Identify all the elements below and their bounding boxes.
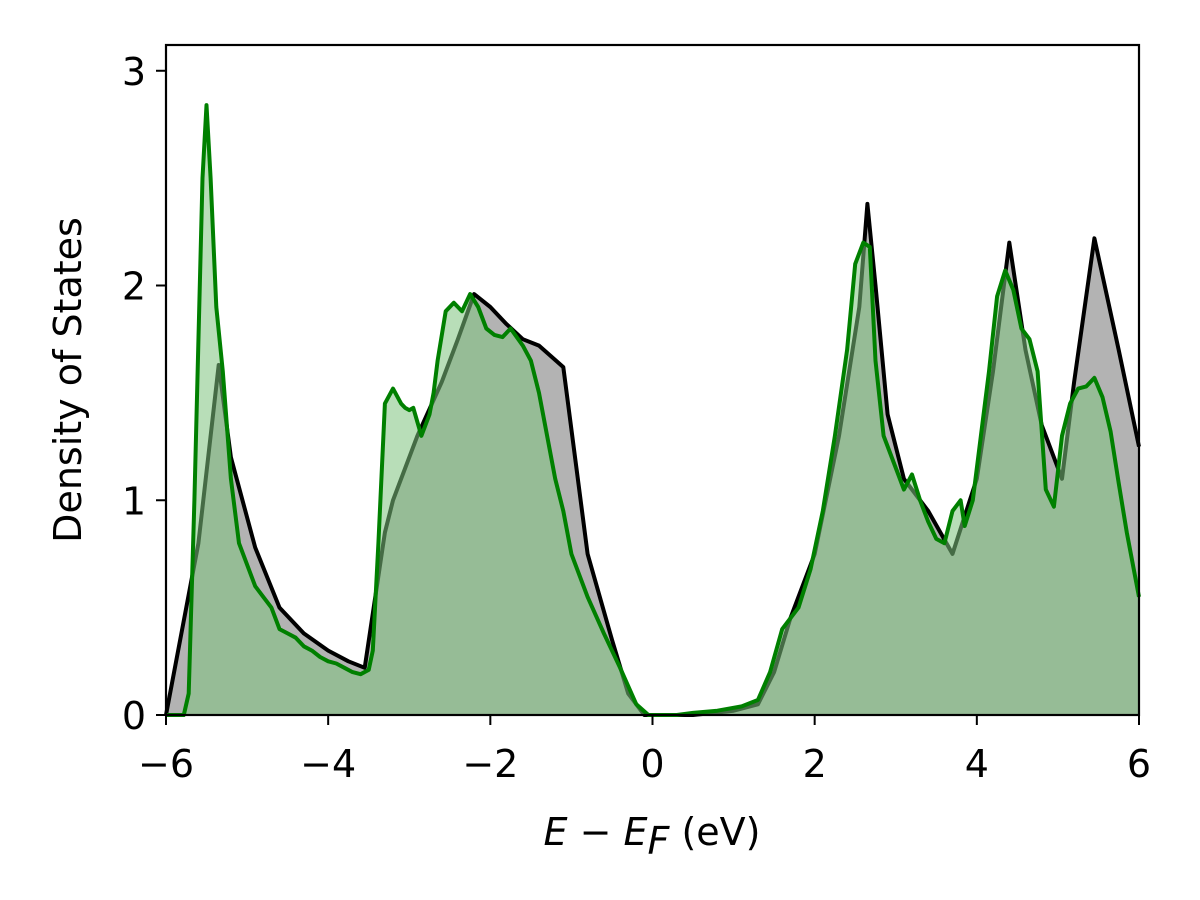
series-2-line — [166, 103, 1141, 717]
series-layer — [164, 103, 1141, 717]
x-tick-label: −6 — [138, 742, 194, 786]
y-tick-label: 0 — [122, 694, 146, 738]
x-tick-label: 4 — [965, 742, 989, 786]
y-axis-label: Density of States — [46, 217, 90, 543]
x-axis-label-var-ef: E — [624, 810, 648, 854]
series-2-area — [166, 105, 1139, 716]
x-axis-label-unit: (eV) — [669, 810, 760, 854]
x-axis-label-minus: − — [568, 810, 624, 854]
x-axis-label-var-e: E — [544, 810, 568, 854]
tick-layer: −6 −4 −2 0 2 4 6 0 1 2 3 — [122, 50, 1151, 786]
x-axis-label: E − EF (eV) — [544, 810, 761, 863]
y-tick-label: 3 — [122, 50, 146, 94]
x-tick-label: 2 — [803, 742, 827, 786]
y-tick-label: 1 — [122, 479, 146, 523]
x-tick-label: 0 — [640, 742, 664, 786]
x-tick-label: −4 — [300, 742, 356, 786]
x-tick-label: 6 — [1127, 742, 1151, 786]
x-axis-label-subscript: F — [648, 819, 671, 863]
x-tick-label: −2 — [462, 742, 518, 786]
y-tick-label: 2 — [122, 265, 146, 309]
